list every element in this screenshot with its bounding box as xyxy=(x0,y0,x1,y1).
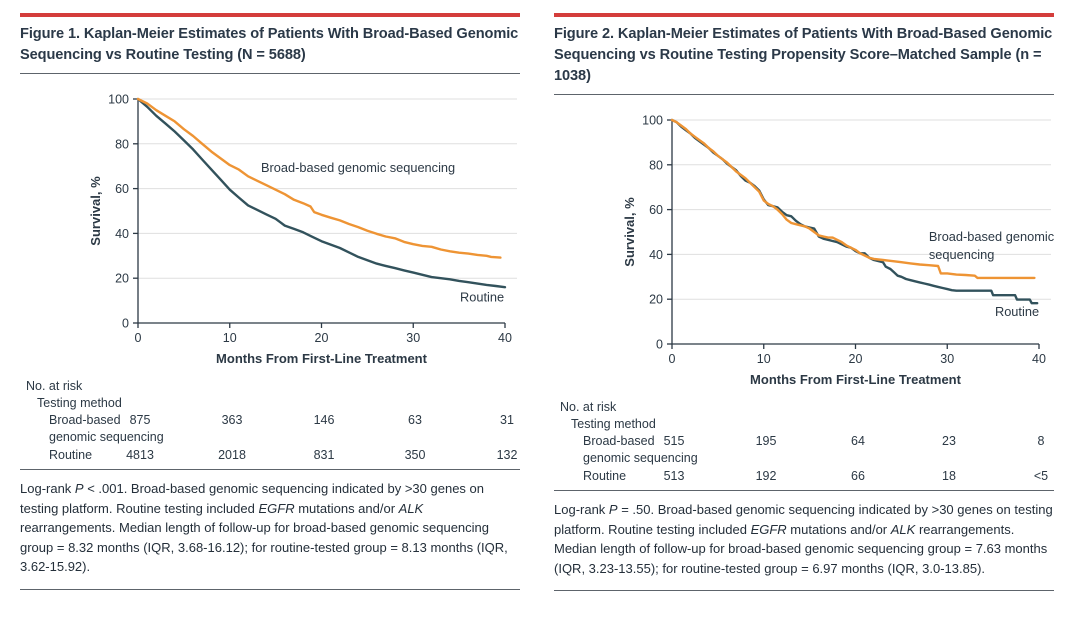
at-risk-value: 363 xyxy=(221,413,243,428)
at-risk-value: 23 xyxy=(942,434,956,449)
at-risk-subheading: Testing method xyxy=(37,396,122,411)
x-axis-label: Months From First-Line Treatment xyxy=(216,351,428,366)
at-risk-row-label: genomic sequencing xyxy=(583,451,698,466)
km-curve xyxy=(670,119,1036,280)
figure-1-panel: Figure 1. Kaplan-Meier Estimates of Pati… xyxy=(20,13,520,591)
figure-2-panel: Figure 2. Kaplan-Meier Estimates of Pati… xyxy=(554,13,1054,592)
figures-container: Figure 1. Kaplan-Meier Estimates of Pati… xyxy=(20,13,1054,592)
at-risk-value: 66 xyxy=(851,469,865,484)
at-risk-value: <5 xyxy=(1033,469,1049,484)
x-tick-label: 20 xyxy=(849,352,863,366)
y-tick-label: 80 xyxy=(115,138,129,152)
at-risk-value: 64 xyxy=(851,434,865,449)
km-curve xyxy=(136,98,507,289)
x-tick-label: 30 xyxy=(406,331,420,345)
at-risk-heading: No. at risk xyxy=(26,379,83,394)
at-risk-value: 195 xyxy=(755,434,777,449)
at-risk-value: 132 xyxy=(496,448,518,463)
at-risk-value: 63 xyxy=(408,413,422,428)
km-curve xyxy=(136,98,502,260)
y-tick-label: 60 xyxy=(649,204,663,218)
at-risk-value: 31 xyxy=(500,413,514,428)
at-risk-row-label: Broad-based xyxy=(49,413,121,428)
at-risk-table: No. at risk Testing method Broad-based g… xyxy=(20,377,520,469)
y-tick-label: 100 xyxy=(108,93,129,107)
at-risk-value: 2018 xyxy=(218,448,246,463)
y-axis-label: Survival, % xyxy=(622,197,637,267)
at-risk-row-label: Routine xyxy=(583,469,627,484)
at-risk-value: 515 xyxy=(663,434,685,449)
figure-2-footnote: Log-rank P = .50. Broad-based genomic se… xyxy=(554,490,1054,592)
x-tick-label: 0 xyxy=(135,331,142,345)
at-risk-value: 513 xyxy=(663,469,685,484)
x-tick-label: 10 xyxy=(223,331,237,345)
at-risk-value: 350 xyxy=(404,448,426,463)
at-risk-value: 875 xyxy=(129,413,151,428)
at-risk-row-label: genomic sequencing xyxy=(49,430,164,445)
y-tick-label: 0 xyxy=(656,338,663,352)
accent-bar xyxy=(20,13,520,17)
y-axis-label: Survival, % xyxy=(88,176,103,246)
x-tick-label: 40 xyxy=(498,331,512,345)
y-tick-label: 20 xyxy=(649,293,663,307)
x-tick-label: 40 xyxy=(1032,352,1046,366)
at-risk-subheading: Testing method xyxy=(571,417,656,432)
at-risk-value: 146 xyxy=(313,413,335,428)
at-risk-row-label: Broad-based xyxy=(583,434,655,449)
at-risk-value: 8 xyxy=(1037,434,1045,449)
figure-2-title: Figure 2. Kaplan-Meier Estimates of Pati… xyxy=(554,24,1054,96)
y-tick-label: 80 xyxy=(649,159,663,173)
figure-1-title: Figure 1. Kaplan-Meier Estimates of Pati… xyxy=(20,24,520,75)
y-tick-label: 20 xyxy=(115,272,129,286)
x-tick-label: 30 xyxy=(940,352,954,366)
figure-1-footnote: Log-rank P < .001. Broad-based genomic s… xyxy=(20,469,520,590)
x-tick-label: 0 xyxy=(669,352,676,366)
at-risk-value: 192 xyxy=(755,469,777,484)
accent-bar xyxy=(554,13,1054,17)
km-chart-figure-2: 0 20 40 60 80 100 0 10 20 30 40 Months From First-L… xyxy=(622,114,1054,388)
at-risk-value: 18 xyxy=(942,469,956,484)
x-tick-label: 20 xyxy=(315,331,329,345)
km-curve xyxy=(670,119,1039,305)
x-axis-label: Months From First-Line Treatment xyxy=(750,372,962,387)
curve-label: Broad-based genomic sequencing xyxy=(261,160,455,175)
at-risk-value: 831 xyxy=(313,448,335,463)
y-tick-label: 0 xyxy=(122,317,129,331)
at-risk-table: No. at risk Testing method Broad-based g… xyxy=(554,398,1054,490)
curve-label: Routine xyxy=(995,304,1039,319)
km-chart-figure-1: 0 20 40 60 80 100 0 10 20 30 40 Months From First-L… xyxy=(88,93,517,366)
y-tick-label: 40 xyxy=(649,248,663,262)
y-tick-label: 40 xyxy=(115,227,129,241)
x-tick-label: 10 xyxy=(757,352,771,366)
y-tick-label: 100 xyxy=(642,114,663,128)
y-tick-label: 60 xyxy=(115,182,129,196)
at-risk-row-label: Routine xyxy=(49,448,93,463)
at-risk-heading: No. at risk xyxy=(560,400,617,415)
curve-label: Broad-based genomic sequencing xyxy=(929,229,1054,262)
curve-label: Routine xyxy=(460,290,504,305)
at-risk-value: 4813 xyxy=(126,448,154,463)
